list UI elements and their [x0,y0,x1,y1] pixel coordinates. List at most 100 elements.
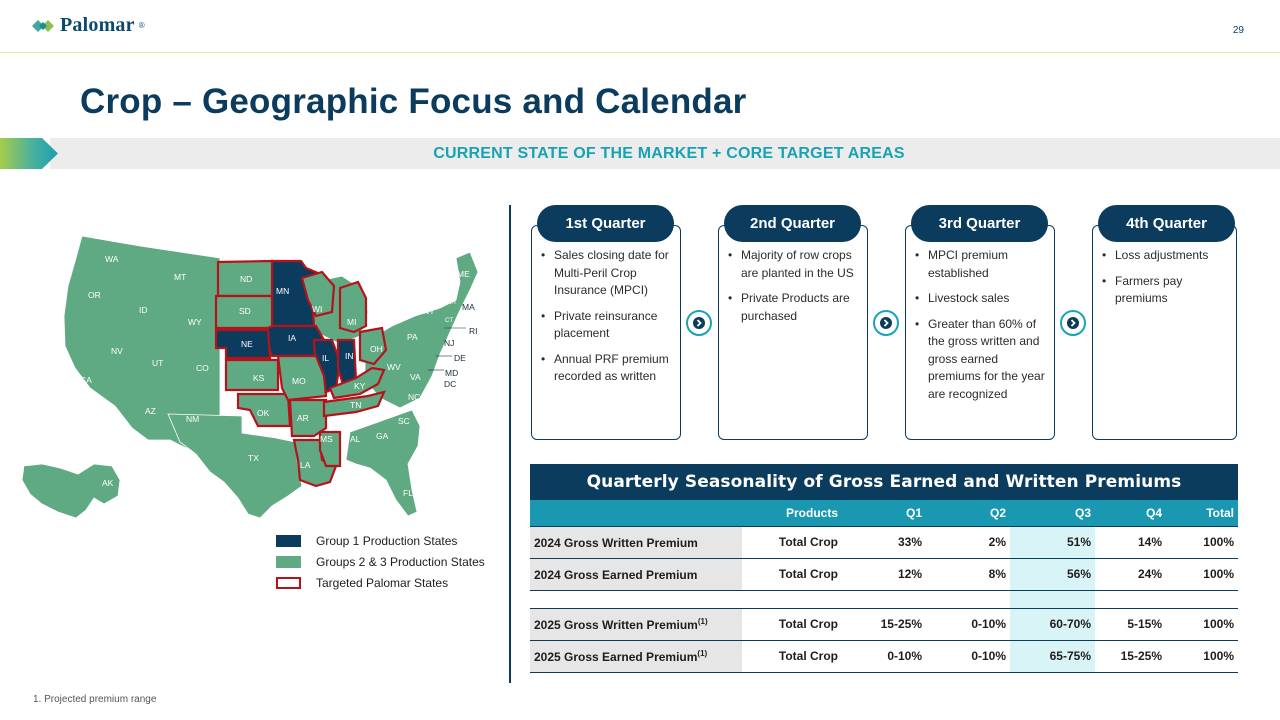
label-or: OR [88,290,101,300]
label-ut: UT [152,358,163,368]
bullet-item: Greater than 60% of the gross written an… [915,316,1049,404]
legend-item-group1: Group 1 Production States [276,530,485,551]
label-wy: WY [188,317,202,327]
label-ia: IA [288,333,296,343]
column-header: Total [1166,500,1238,526]
q4-cell: 15-25% [1095,640,1166,673]
quarter-bullets: Loss adjustments Farmers pay premiums [1102,247,1236,316]
header-rule [0,52,1280,53]
legend-swatch-red-outline [276,576,301,589]
legend-item-targeted: Targeted Palomar States [276,572,485,593]
state-ky [328,366,386,400]
us-map: WA OR CA ID NV MT WY UT AZ CO NM TX ND S… [20,228,510,518]
state-wi [300,270,336,318]
table-row: 2024 Gross Earned Premium Total Crop 12%… [530,558,1238,591]
label-ct: CT [445,318,453,324]
label-la: LA [300,460,311,470]
legend-swatch-green [276,555,301,568]
label-mt: MT [174,272,186,282]
state-ks [224,358,280,392]
q4-cell: 5-15% [1095,608,1166,641]
label-nv: NV [111,346,123,356]
quarter-title: 1st Quarter [537,205,674,242]
row-label: 2025 Gross Earned Premium(1) [530,640,742,673]
us-map-svg: WA OR CA ID NV MT WY UT AZ CO NM TX ND S… [21,235,479,518]
label-nd: ND [240,274,252,284]
q1-cell: 0-10% [842,640,926,673]
palomar-logo: Palomar ® [32,14,145,37]
row-label: 2025 Gross Written Premium(1) [530,608,742,641]
label-in: IN [345,351,354,361]
q2-cell: 2% [926,525,1010,559]
column-header [530,500,742,526]
product-cell: Total Crop [742,558,842,591]
table-title: Quarterly Seasonality of Gross Earned an… [530,464,1238,500]
q1-cell: 12% [842,558,926,591]
row-label: 2024 Gross Earned Premium [530,558,742,591]
q2-cell: 8% [926,558,1010,591]
chevron-right-icon [873,310,899,336]
label-co: CO [196,363,209,373]
quarter-bullets: MPCI premium established Livestock sales… [915,247,1049,411]
label-dc: DC [444,379,456,389]
state-mi [338,280,368,334]
bullet-item: Loss adjustments [1102,247,1236,265]
label-oh: OH [370,344,383,354]
map-southeast [345,409,421,517]
label-de: DE [454,353,466,363]
label-mn: MN [276,286,289,296]
page-number: 29 [1232,25,1244,36]
label-sc: SC [398,416,410,426]
label-va: VA [410,372,421,382]
q2-cell: 0-10% [926,640,1010,673]
total-cell: 100% [1166,640,1238,673]
product-cell: Total Crop [742,525,842,559]
label-ks: KS [253,373,265,383]
q1-cell: 33% [842,525,926,559]
q3-cell: 56% [1010,558,1095,591]
product-cell: Total Crop [742,608,842,641]
label-sd: SD [239,306,251,316]
label-mo: MO [292,376,306,386]
column-header: Products [742,500,842,526]
legend-label: Targeted Palomar States [316,575,449,590]
bullet-item: Private reinsurance placement [541,308,675,343]
table-row: 2025 Gross Earned Premium(1) Total Crop … [530,640,1238,673]
label-az: AZ [145,406,156,416]
product-cell: Total Crop [742,640,842,673]
premium-table: Products Q1 Q2 Q3 Q4 Total 2024 Gross Wr… [530,500,1238,673]
table-header-row: Products Q1 Q2 Q3 Q4 Total [530,500,1238,526]
label-nm: NM [186,414,199,424]
label-fl: FL [403,488,413,498]
logo-text: Palomar [60,14,135,36]
label-ny: NY [423,306,435,316]
label-wi: WI [312,304,322,314]
bullet-item: Annual PRF premium recorded as written [541,351,675,386]
label-pa: PA [407,332,418,342]
page-title: Crop – Geographic Focus and Calendar [80,82,747,121]
table-spacer-row [530,590,1238,609]
seasonality-table: Quarterly Seasonality of Gross Earned an… [530,464,1238,673]
legend-item-group23: Groups 2 & 3 Production States [276,551,485,572]
table-row: 2025 Gross Written Premium(1) Total Crop… [530,608,1238,641]
state-oh [358,326,388,366]
label-nj: NJ [444,338,454,348]
q3-cell: 65-75% [1010,640,1095,673]
bullet-item: Sales closing date for Multi-Peril Crop … [541,247,675,300]
label-wv: WV [387,362,401,372]
label-id: ID [139,305,148,315]
footnote: 1. Projected premium range [33,694,157,705]
label-il: IL [322,353,329,363]
column-header: Q2 [926,500,1010,526]
q3-cell: 60-70% [1010,608,1095,641]
total-cell: 100% [1166,558,1238,591]
logo-registered-mark: ® [138,21,145,30]
quarter-title: 4th Quarter [1098,205,1235,242]
label-ri: RI [469,326,478,336]
chevron-right-icon [686,310,712,336]
label-ne: NE [241,339,253,349]
map-legend: Group 1 Production States Groups 2 & 3 P… [276,530,485,593]
legend-label: Groups 2 & 3 Production States [316,554,485,569]
legend-swatch-navy [276,534,301,547]
q4-cell: 14% [1095,525,1166,559]
